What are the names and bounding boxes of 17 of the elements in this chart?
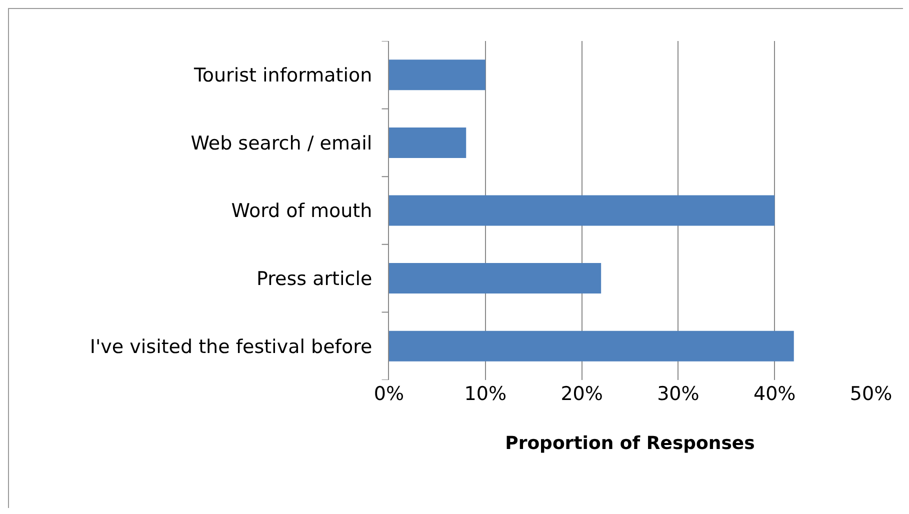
y-tick-label: Web search / email: [190, 132, 372, 154]
x-tick-label: 0%: [374, 383, 404, 405]
x-tick-label: 50%: [850, 383, 892, 405]
y-tick-label: Tourist information: [193, 64, 372, 87]
y-tick-label: Press article: [256, 268, 372, 290]
x-tick-label: 40%: [753, 383, 796, 405]
y-tick-label: I've visited the festival before: [90, 336, 372, 358]
y-tick-label: Word of mouth: [231, 200, 372, 222]
x-tick-label: 10%: [464, 383, 507, 405]
bar: [389, 127, 466, 158]
bar: [389, 195, 775, 226]
bar: [389, 330, 794, 362]
x-tick-label: 20%: [560, 383, 603, 405]
bar: [389, 60, 486, 90]
x-tick-label: 30%: [657, 383, 700, 405]
x-axis-title: Proportion of Responses: [505, 433, 755, 454]
bar: [389, 263, 602, 294]
